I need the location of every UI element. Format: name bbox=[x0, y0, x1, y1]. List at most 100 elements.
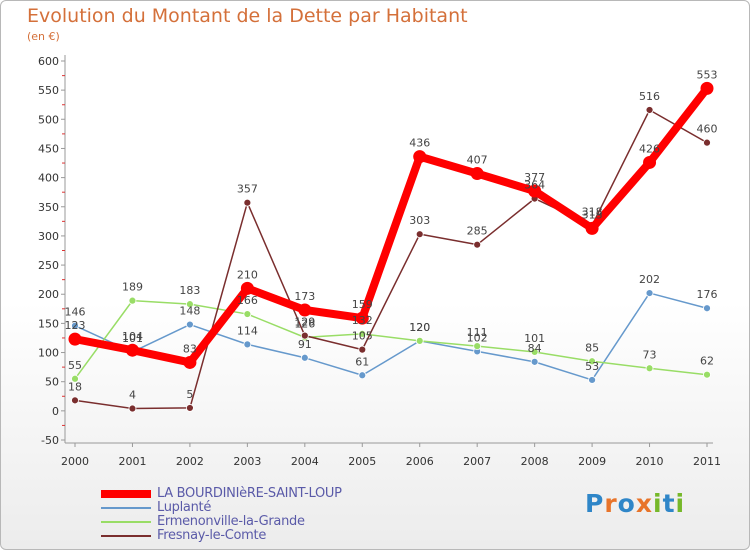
data-label: 426 bbox=[639, 142, 660, 155]
y-tick-label: 450 bbox=[38, 142, 59, 155]
y-tick-label: 550 bbox=[38, 84, 59, 97]
data-point bbox=[68, 332, 82, 346]
logo-letter: r bbox=[604, 489, 618, 518]
data-point bbox=[355, 311, 369, 325]
data-point bbox=[645, 364, 654, 373]
data-point bbox=[703, 138, 711, 147]
data-label: 104 bbox=[122, 330, 143, 343]
data-label: 129 bbox=[294, 316, 315, 329]
data-label: 73 bbox=[643, 348, 657, 361]
data-point bbox=[243, 310, 252, 318]
x-tick-label: 2008 bbox=[521, 455, 549, 468]
x-tick-label: 2011 bbox=[693, 455, 721, 468]
data-label: 85 bbox=[585, 341, 599, 354]
x-tick-label: 2002 bbox=[176, 455, 204, 468]
data-label: 18 bbox=[68, 380, 82, 393]
data-label: 407 bbox=[467, 154, 488, 167]
data-point bbox=[473, 342, 482, 351]
data-point bbox=[473, 240, 482, 249]
data-label: 123 bbox=[65, 319, 86, 332]
data-point bbox=[358, 371, 367, 380]
data-label: 53 bbox=[585, 360, 599, 373]
data-point bbox=[645, 289, 654, 297]
data-point bbox=[530, 357, 539, 366]
data-label: 5 bbox=[186, 388, 193, 401]
data-label: 101 bbox=[122, 332, 143, 345]
x-tick-label: 2001 bbox=[118, 455, 146, 468]
data-label: 176 bbox=[697, 288, 718, 301]
data-point bbox=[470, 167, 484, 181]
data-label: 202 bbox=[639, 273, 660, 286]
y-tick-label: 400 bbox=[38, 172, 59, 185]
logo-letter: i bbox=[675, 489, 686, 518]
data-label: 101 bbox=[524, 332, 545, 345]
legend-label: Fresnay-le-Comte bbox=[157, 528, 267, 543]
legend-label: Luplanté bbox=[157, 500, 212, 515]
y-tick-label: 250 bbox=[38, 259, 59, 272]
data-point bbox=[528, 184, 542, 198]
data-label: 91 bbox=[298, 338, 312, 351]
data-point bbox=[300, 353, 309, 362]
legend-swatch bbox=[101, 490, 151, 498]
data-label: 553 bbox=[697, 68, 718, 81]
x-tick-label: 2005 bbox=[348, 455, 376, 468]
y-tick-label: 500 bbox=[38, 113, 59, 126]
data-point bbox=[186, 404, 194, 412]
data-point bbox=[298, 303, 312, 317]
data-point bbox=[128, 296, 137, 305]
data-point bbox=[415, 336, 424, 345]
y-tick-label: 50 bbox=[45, 376, 59, 389]
y-tick-label: 0 bbox=[52, 405, 59, 418]
data-point bbox=[71, 374, 79, 383]
y-tick-label: 600 bbox=[38, 55, 59, 68]
data-point bbox=[358, 329, 367, 338]
logo-letter: P bbox=[585, 489, 605, 518]
data-point bbox=[243, 198, 252, 207]
data-point bbox=[588, 376, 596, 384]
legend-item: Luplanté bbox=[101, 501, 342, 515]
data-point bbox=[243, 340, 252, 349]
data-label: 83 bbox=[183, 342, 197, 355]
data-label: 159 bbox=[352, 298, 373, 311]
legend-label: LA BOURDINIèRE-SAINT-LOUP bbox=[157, 486, 342, 501]
data-label: 173 bbox=[294, 290, 315, 303]
data-point bbox=[128, 404, 137, 413]
legend: LA BOURDINIèRE-SAINT-LOUP Luplanté Ermenon… bbox=[101, 487, 342, 543]
data-point bbox=[71, 321, 79, 330]
data-label: 102 bbox=[467, 331, 488, 344]
data-label: 303 bbox=[409, 214, 430, 227]
chart-title: Evolution du Montant de la Dette par Hab… bbox=[27, 5, 468, 27]
data-label: 146 bbox=[65, 306, 86, 319]
data-label: 120 bbox=[409, 321, 430, 334]
data-label: 111 bbox=[467, 326, 488, 339]
data-label: 377 bbox=[524, 171, 545, 184]
data-point bbox=[183, 355, 197, 369]
logo-letter: o bbox=[617, 489, 636, 518]
series-line-0 bbox=[71, 84, 711, 367]
data-point bbox=[358, 345, 367, 354]
data-point bbox=[300, 331, 309, 340]
legend-label: Ermenonville-la-Grande bbox=[157, 514, 305, 529]
data-label: 460 bbox=[697, 123, 718, 136]
y-tick-label: 200 bbox=[38, 288, 59, 301]
data-point bbox=[530, 348, 539, 356]
legend-swatch bbox=[101, 535, 151, 537]
data-point bbox=[703, 370, 711, 379]
data-label: 132 bbox=[352, 314, 373, 327]
series-line-3 bbox=[74, 109, 708, 410]
data-label: 318 bbox=[582, 205, 603, 218]
proxiti-logo: Proxiti bbox=[585, 489, 685, 518]
data-point bbox=[643, 155, 657, 169]
data-label: 436 bbox=[409, 137, 430, 150]
data-label: 62 bbox=[700, 355, 714, 368]
data-point bbox=[700, 81, 714, 95]
y-tick-label: 350 bbox=[38, 201, 59, 214]
data-point bbox=[125, 343, 139, 357]
chart-unit: (en €) bbox=[27, 30, 60, 43]
x-tick-label: 2004 bbox=[291, 455, 319, 468]
x-tick-label: 2006 bbox=[406, 455, 434, 468]
series-line-1 bbox=[74, 292, 708, 381]
data-point bbox=[585, 221, 599, 235]
